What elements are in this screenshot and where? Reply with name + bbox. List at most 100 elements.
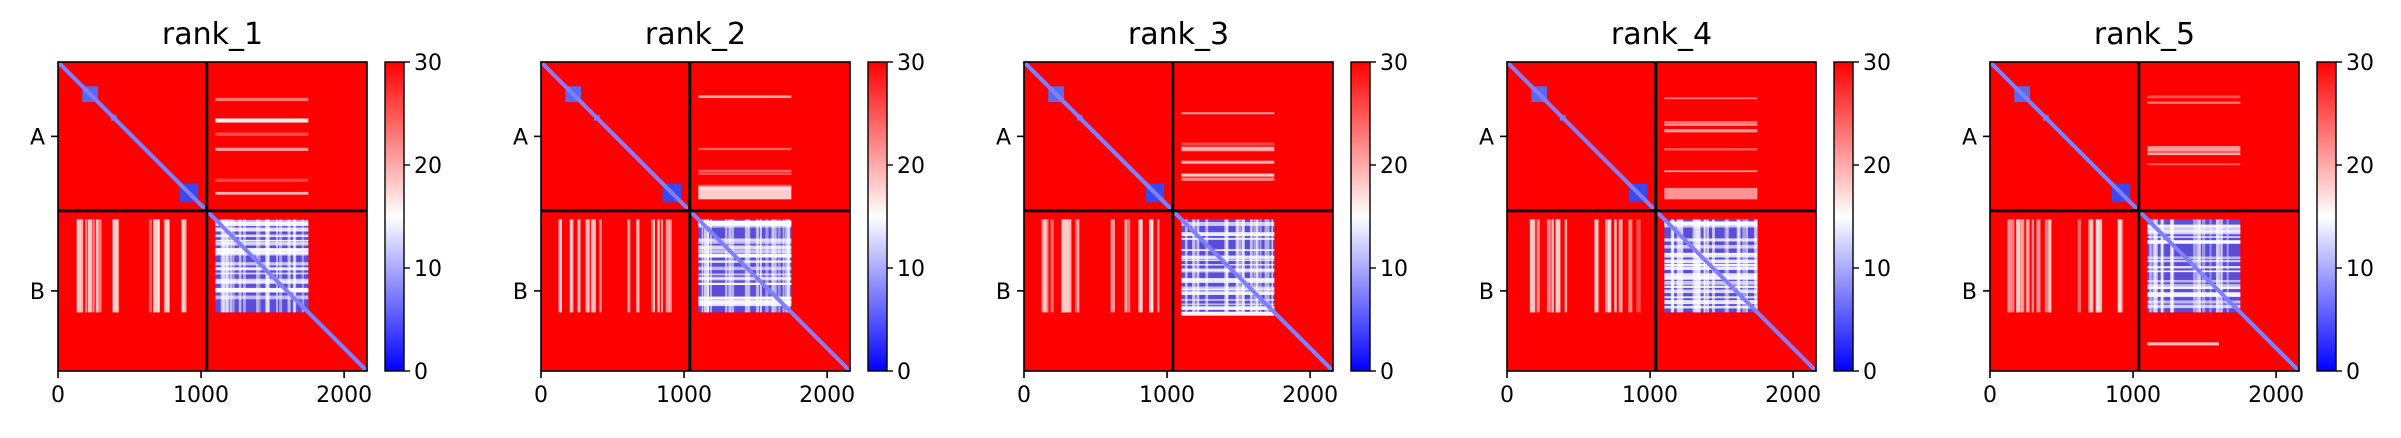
streak (1046, 219, 1049, 313)
diagonal (1988, 60, 2301, 373)
colorbar-tick-label: 10 (414, 257, 442, 282)
streak (2147, 101, 2241, 104)
streak (585, 219, 589, 313)
streak (2147, 145, 2241, 149)
streak (698, 147, 792, 151)
block-stripe (1235, 219, 1239, 313)
block-stripe (2149, 219, 2152, 313)
streak (2008, 219, 2012, 313)
block-stripe (731, 219, 735, 313)
block-stripe (698, 273, 792, 276)
x-tick-label: 1000 (656, 383, 712, 408)
streak (165, 219, 170, 313)
block-stripe (215, 267, 309, 271)
block-stripe (215, 220, 309, 224)
streak (1139, 219, 1143, 313)
axes-frame (1506, 61, 1817, 372)
block-stripe (698, 296, 792, 300)
colorbar-tick-label: 30 (414, 51, 442, 76)
streak (653, 219, 655, 313)
streak (148, 219, 152, 313)
streak (215, 97, 309, 102)
block-stripe (1242, 219, 1245, 313)
streak (1110, 219, 1115, 313)
streak (2021, 219, 2025, 313)
panel-4: rank_4 0 1000 2000 A B 0 10 20 30 (1479, 17, 1891, 408)
block-stripe (1236, 219, 1239, 313)
streak (657, 219, 660, 313)
block-stripe (1181, 231, 1275, 236)
streak (661, 219, 664, 313)
block-stripe (1271, 219, 1274, 313)
block-stripe (230, 219, 233, 313)
block-stripe (1664, 276, 1758, 279)
block-stripe (215, 278, 309, 282)
streak (92, 219, 95, 313)
panel-2: rank_2 0 1000 2000 A B 0 10 20 30 (513, 17, 925, 408)
y-tick-label: B (996, 280, 1011, 305)
streak (1557, 219, 1561, 313)
x-tick-label: 0 (1983, 383, 1997, 408)
block-stripe (777, 219, 781, 313)
colorbar-tick-label: 30 (2346, 51, 2374, 76)
block-stripe (2156, 219, 2158, 313)
block-stripe (698, 245, 792, 250)
streak (2147, 148, 2241, 152)
heatmap-texture (1505, 60, 1818, 373)
block-stripe (1249, 219, 1253, 313)
colorbar-tick-label: 30 (897, 51, 925, 76)
streak (2036, 219, 2041, 313)
block-stripe (266, 219, 270, 313)
block-stripe (1255, 219, 1260, 313)
streak (76, 219, 80, 313)
streak (2031, 219, 2035, 313)
colorbar (2317, 62, 2336, 371)
block-stripe (215, 252, 309, 255)
colorbar-tick-label: 10 (2346, 257, 2374, 282)
block-stripe (747, 219, 751, 313)
block-stripe (698, 302, 792, 307)
block-stripe (698, 224, 792, 228)
block-stripe (2217, 219, 2220, 313)
block-stripe (2226, 219, 2229, 313)
block-stripe (698, 220, 792, 223)
block-stripe (703, 219, 708, 313)
colorbar-frame (867, 61, 888, 372)
streak (2088, 219, 2092, 313)
block-stripe (698, 301, 792, 304)
block-stripe (1664, 280, 1758, 285)
streak (698, 172, 792, 176)
block-stripe (238, 219, 242, 313)
streak (112, 219, 117, 313)
colorbar-tick-label: 0 (2346, 360, 2360, 385)
colorbar-tick-label: 0 (1380, 360, 1394, 385)
streak (2147, 342, 2219, 346)
colorbar-tick-label: 0 (897, 360, 911, 385)
streak (1531, 219, 1535, 313)
streak (1181, 160, 1275, 164)
block-stripe (728, 219, 732, 313)
block-stripe (782, 219, 785, 313)
x-tick-label: 2000 (316, 383, 372, 408)
block-stripe (1197, 219, 1200, 313)
streak (1181, 173, 1275, 177)
colorbar (385, 62, 404, 371)
x-tick-label: 2000 (799, 383, 855, 408)
block-stripe (2154, 219, 2157, 313)
axes-frame (57, 61, 368, 372)
block-stripe (2216, 219, 2219, 313)
block-stripe (1237, 219, 1241, 313)
block-stripe (2160, 219, 2164, 313)
streak (2019, 219, 2023, 313)
block-stripe (2196, 219, 2198, 313)
streak (1536, 219, 1540, 313)
block-stripe (2220, 219, 2223, 313)
streak (665, 219, 670, 313)
block-stripe (2147, 259, 2241, 263)
block-stripe (701, 219, 704, 313)
y-tick-label: B (1479, 280, 1494, 305)
streak (2147, 95, 2241, 99)
streak (1555, 219, 1558, 313)
x-tick-label: 0 (1500, 383, 1514, 408)
